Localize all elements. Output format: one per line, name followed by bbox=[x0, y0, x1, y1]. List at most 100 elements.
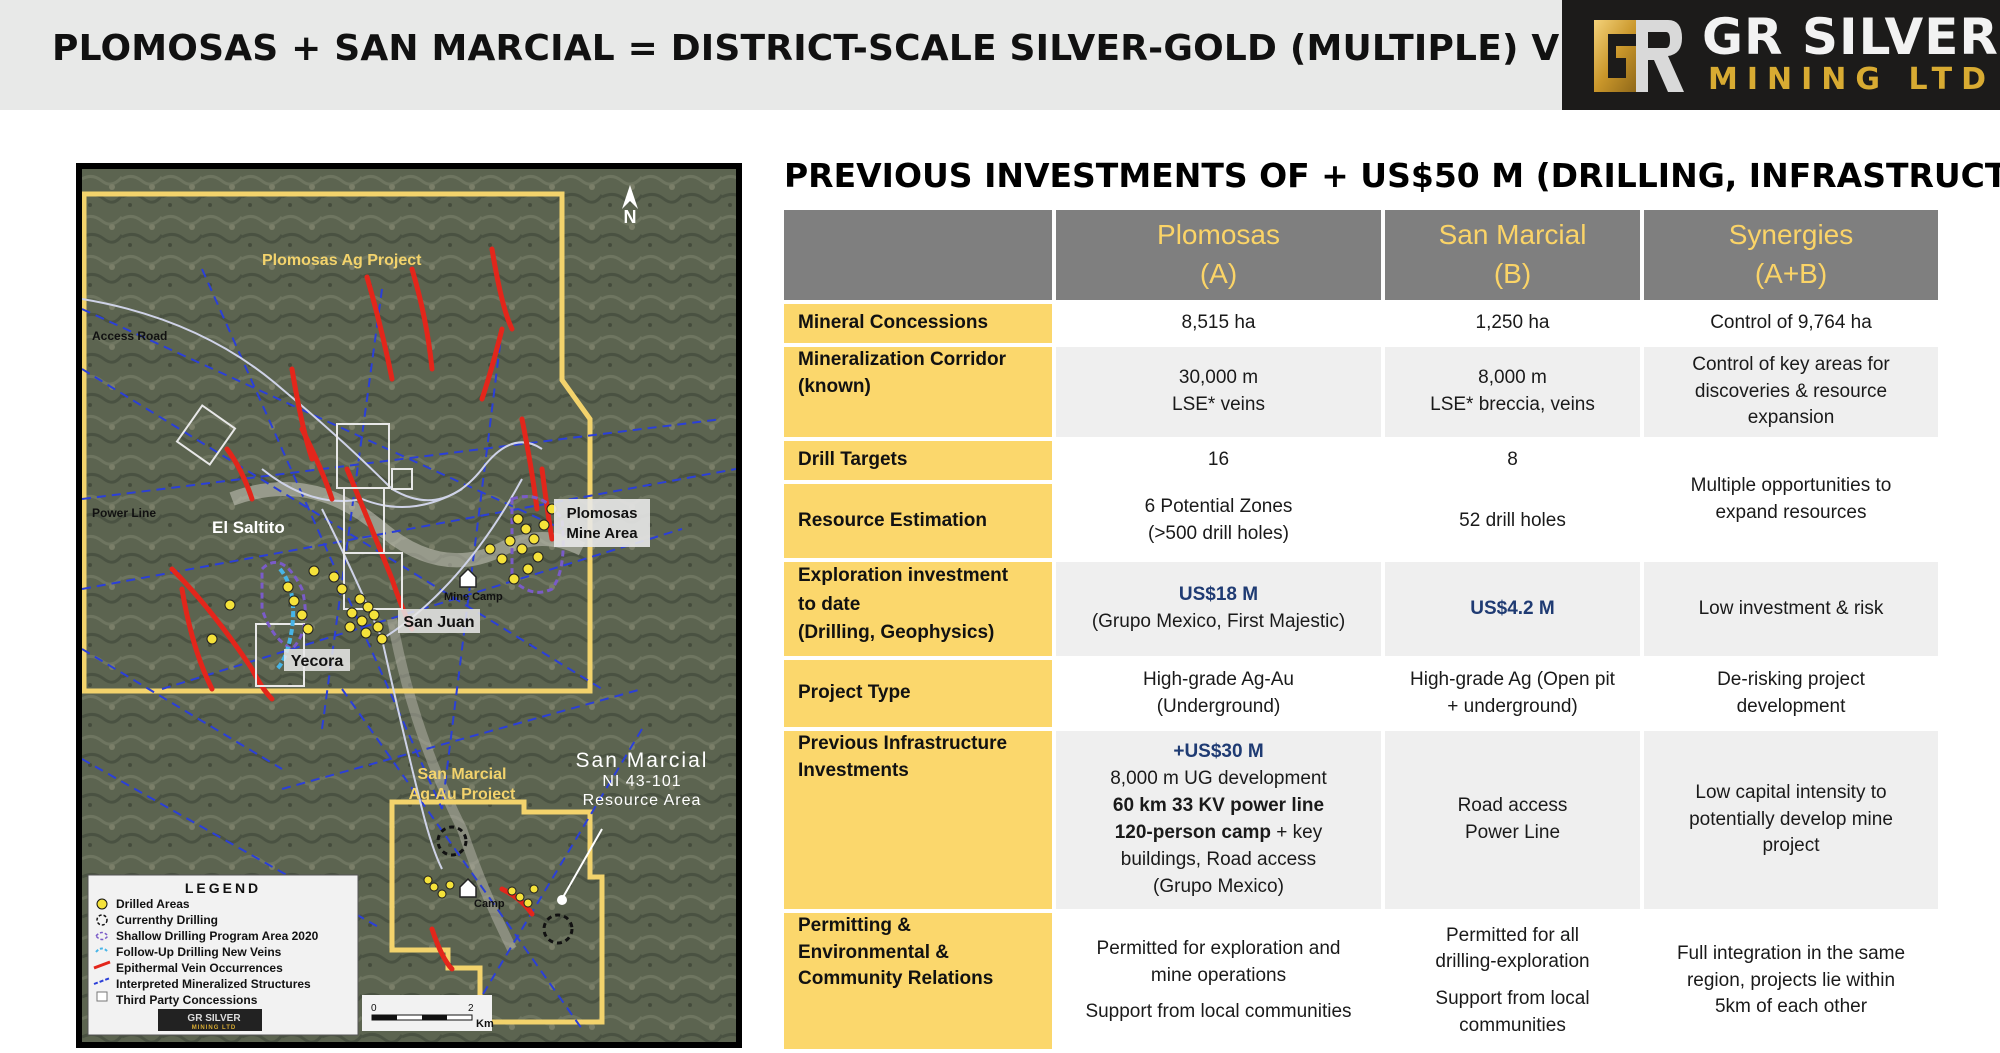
cell-synergies: Multiple opportunities to expand resourc… bbox=[1644, 441, 1938, 558]
sm-resource-label-1: San Marcial bbox=[576, 749, 709, 772]
current-drilling-area bbox=[542, 913, 574, 945]
san-juan-label: San Juan bbox=[403, 614, 474, 631]
cell-san-marcial: 1,250 ha bbox=[1385, 304, 1640, 343]
sm-resource-label-3: Resource Area bbox=[583, 792, 702, 809]
row-label-line: Mineralization Corridor bbox=[798, 349, 1006, 370]
legend-logo-subtext: MINING LTD bbox=[192, 1025, 237, 1031]
investment-table: Plomosas (A) San Marcial (B) Synergies (… bbox=[784, 210, 1942, 1053]
cell-line: 8,000 m UG development bbox=[1110, 768, 1327, 790]
north-arrow-icon bbox=[622, 185, 638, 209]
cell-synergies: De-risking project development bbox=[1644, 660, 1938, 727]
plomosas-mine-area-box bbox=[554, 499, 650, 547]
resource-area-marker bbox=[557, 895, 567, 905]
cell-line: (Grupo Mexico) bbox=[1153, 875, 1284, 897]
cell-line: 8,000 m bbox=[1478, 367, 1547, 389]
cell-plomosas: 8,515 ha bbox=[1056, 304, 1381, 343]
cell-line: Road access bbox=[1457, 795, 1568, 817]
row-label: Mineralization Corridor (known) bbox=[784, 347, 1052, 437]
map-figure: N Plomosas Ag Project Access Road Power … bbox=[82, 169, 736, 1042]
cell-synergies: Low investment & risk bbox=[1644, 562, 1938, 656]
cell-plomosas: 6 Potential Zones (>500 drill holes) bbox=[1056, 484, 1381, 558]
structure-legend-icon bbox=[93, 977, 111, 985]
cell-line: 6 Potential Zones bbox=[1144, 496, 1293, 518]
epithermal-veins bbox=[169, 246, 555, 972]
cell-line: LSE* breccia, veins bbox=[1430, 394, 1595, 415]
cell-san-marcial: Road access Power Line bbox=[1385, 731, 1640, 909]
row-label: Project Type bbox=[784, 660, 1052, 727]
cell-synergies: Low capital intensity to potentially dev… bbox=[1644, 731, 1938, 909]
table-row: Permitting & Environmental & Community R… bbox=[784, 913, 1942, 1053]
plomosas-project-label: Plomosas Ag Project bbox=[262, 252, 422, 269]
mine-camp-label: Mine Camp bbox=[444, 591, 503, 603]
plomosas-group: 16 6 Potential Zones (>500 drill holes) bbox=[1056, 441, 1381, 562]
company-logo: GR SILVER MINING LTD bbox=[1562, 0, 2000, 110]
row-label: Previous Infrastructure Investments bbox=[784, 731, 1052, 909]
cell-line: Control of key areas for bbox=[1692, 354, 1890, 376]
header-blank bbox=[784, 210, 1052, 300]
cell-line: 120-person camp + key bbox=[1115, 820, 1323, 847]
sm-project-label-1: San Marcial bbox=[418, 766, 507, 783]
cell-synergies: Full integration in the same region, pro… bbox=[1644, 913, 1938, 1049]
table-row-group: Drill Targets Resource Estimation 16 6 P… bbox=[784, 441, 1942, 562]
cell-plomosas: Permitted for exploration and mine opera… bbox=[1056, 913, 1381, 1049]
logo-text-mining-ltd: MINING LTD bbox=[1708, 62, 1995, 97]
cell-line: High-grade Ag-Au bbox=[1142, 668, 1295, 690]
legend-logo-text: GR SILVER bbox=[187, 1013, 241, 1024]
row-label-line: Community Relations bbox=[798, 968, 994, 990]
drilled-areas bbox=[206, 503, 558, 908]
camp-icon bbox=[459, 877, 477, 898]
cell-line: Support from local communities bbox=[1085, 1001, 1352, 1023]
scale-two: 2 bbox=[468, 1003, 474, 1014]
cell-plomosas: High-grade Ag-Au (Underground) bbox=[1056, 660, 1381, 727]
cell-san-marcial: Permitted for all drilling-exploration S… bbox=[1385, 913, 1640, 1049]
cell-san-marcial: US$4.2 M bbox=[1385, 562, 1640, 656]
gr-monogram-icon bbox=[1594, 20, 1684, 92]
cell-line: Full integration in the same bbox=[1676, 943, 1906, 965]
slide-title: PLOMOSAS + SAN MARCIAL = DISTRICT-SCALE … bbox=[52, 28, 1805, 69]
cell-line: potentially develop mine bbox=[1689, 808, 1893, 830]
table-row: Exploration investment to date (Drilling… bbox=[784, 562, 1942, 660]
header-label: Plomosas bbox=[1157, 219, 1280, 251]
cell-bold-text: 120-person camp bbox=[1114, 822, 1272, 843]
current-drilling-legend-icon bbox=[96, 914, 108, 926]
yecora-label: Yecora bbox=[291, 653, 344, 670]
cell-line: development bbox=[1736, 695, 1846, 717]
legend-logo bbox=[158, 1009, 262, 1031]
row-label-group: Drill Targets Resource Estimation bbox=[784, 441, 1052, 562]
sm-resource-label-2: NI 43-101 bbox=[602, 773, 681, 790]
investment-amount: US$4.2 M bbox=[1470, 597, 1555, 619]
valley-area bbox=[387, 618, 517, 952]
el-saltito-label: El Saltito bbox=[212, 518, 285, 537]
legend-item: Follow-Up Drilling New Veins bbox=[116, 945, 282, 959]
cell-line: Low capital intensity to bbox=[1695, 782, 1887, 804]
header-synergies: Synergies (A+B) bbox=[1644, 210, 1938, 300]
header-label: San Marcial bbox=[1438, 219, 1587, 251]
cell-line: Power Line bbox=[1464, 822, 1561, 843]
cell-line: Support from local bbox=[1435, 988, 1590, 1009]
north-label: N bbox=[624, 207, 637, 227]
plomosas-mine-area-label-1: Plomosas bbox=[567, 505, 638, 522]
header-bar: PLOMOSAS + SAN MARCIAL = DISTRICT-SCALE … bbox=[0, 0, 2000, 110]
logo-text-gr-silver: GR SILVER bbox=[1702, 8, 1999, 66]
cell-plomosas: US$18 M (Grupo Mexico, First Majestic) bbox=[1056, 562, 1381, 656]
san-marcial-group: 8 52 drill holes bbox=[1385, 441, 1640, 562]
header-label: (A) bbox=[1199, 258, 1238, 289]
cell-line: (Underground) bbox=[1156, 695, 1281, 717]
legend-item: Third Party Concessions bbox=[116, 993, 258, 1007]
cell-line: (Grupo Mexico, First Majestic) bbox=[1091, 611, 1346, 632]
legend-item: Drilled Areas bbox=[116, 897, 190, 911]
cell-plomosas: 30,000 m LSE* veins bbox=[1056, 347, 1381, 437]
cell-san-marcial: 52 drill holes bbox=[1385, 484, 1640, 558]
table-header-row: Plomosas (A) San Marcial (B) Synergies (… bbox=[784, 210, 1942, 304]
row-label-line: (Drilling, Geophysics) bbox=[798, 622, 995, 643]
cell-line: expand resources bbox=[1715, 501, 1867, 523]
map-legend: LEGEND Drilled Areas Currenthy Drilling … bbox=[87, 874, 359, 1036]
resource-area-pointer bbox=[561, 828, 603, 900]
cell-line: High-grade Ag (Open pit bbox=[1410, 668, 1615, 690]
row-label-line: Exploration investment bbox=[798, 565, 1009, 586]
san-juan-box bbox=[398, 609, 480, 633]
cell-line: communities bbox=[1459, 1014, 1566, 1036]
yecora-box bbox=[284, 649, 350, 671]
header-label: (B) bbox=[1493, 258, 1532, 289]
